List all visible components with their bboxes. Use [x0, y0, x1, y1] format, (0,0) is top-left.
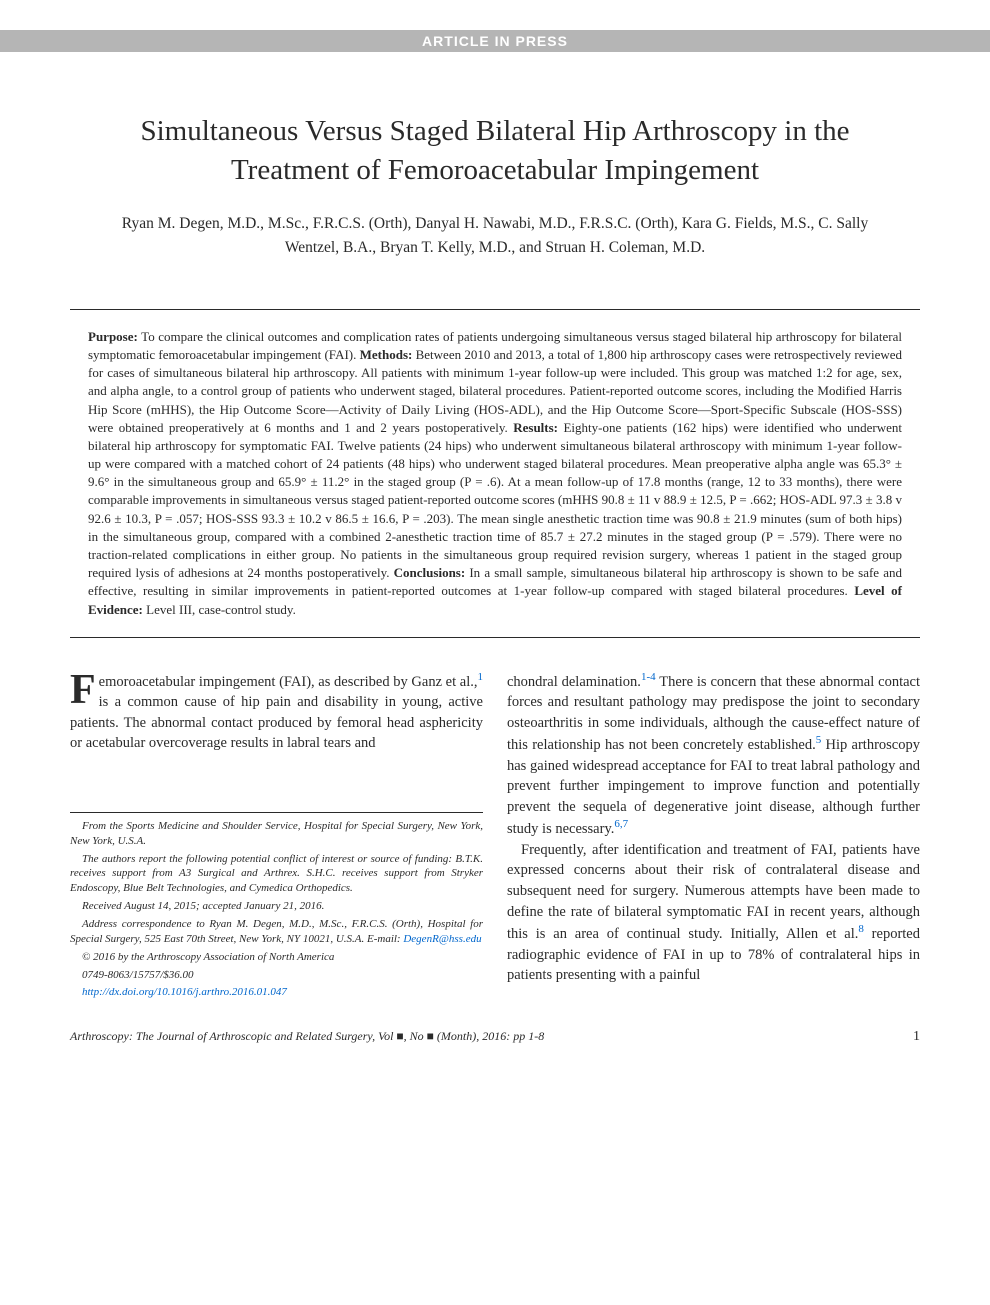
results-label: Results:: [513, 420, 558, 435]
dropcap-letter: F: [70, 670, 99, 709]
col2-paragraph-2: Frequently, after identification and tre…: [507, 840, 920, 986]
page-footer: Arthroscopy: The Journal of Arthroscopic…: [70, 1029, 920, 1045]
loe-text: Level III, case-control study.: [143, 602, 296, 617]
results-text: Eighty-one patients (162 hips) were iden…: [88, 420, 902, 581]
footnote-issn: 0749-8063/15757/$36.00: [70, 968, 483, 983]
right-column: chondral delamination.1-4 There is conce…: [507, 670, 920, 1003]
citation-1[interactable]: 1: [478, 671, 484, 683]
doi-link[interactable]: http://dx.doi.org/10.1016/j.arthro.2016.…: [82, 986, 287, 998]
citation-1-4[interactable]: 1-4: [641, 671, 656, 683]
col2-p1a: chondral delamination.: [507, 674, 641, 690]
footnote-copyright: © 2016 by the Arthroscopy Association of…: [70, 950, 483, 965]
intro-text-2: is a common cause of hip pain and disabi…: [70, 694, 483, 751]
footnote-affiliation: From the Sports Medicine and Shoulder Se…: [70, 819, 483, 849]
footnote-coi: The authors report the following potenti…: [70, 852, 483, 897]
footnote-doi: http://dx.doi.org/10.1016/j.arthro.2016.…: [70, 985, 483, 1000]
footnote-dates: Received August 14, 2015; accepted Janua…: [70, 899, 483, 914]
journal-citation: Arthroscopy: The Journal of Arthroscopic…: [70, 1029, 544, 1044]
footnote-correspondence: Address correspondence to Ryan M. Degen,…: [70, 917, 483, 947]
intro-text-1: emoroacetabular impingement (FAI), as de…: [99, 674, 478, 690]
abstract-block: Purpose: To compare the clinical outcome…: [70, 310, 920, 637]
purpose-label: Purpose:: [88, 329, 138, 344]
methods-label: Methods:: [360, 347, 413, 362]
citation-6-7[interactable]: 6,7: [614, 818, 628, 830]
author-list: Ryan M. Degen, M.D., M.Sc., F.R.C.S. (Or…: [100, 212, 890, 259]
footnotes-block: From the Sports Medicine and Shoulder Se…: [70, 812, 483, 1000]
article-title: Simultaneous Versus Staged Bilateral Hip…: [100, 112, 890, 190]
body-two-column: Femoroacetabular impingement (FAI), as d…: [70, 670, 920, 1003]
col2-paragraph-1: chondral delamination.1-4 There is conce…: [507, 670, 920, 840]
left-column: Femoroacetabular impingement (FAI), as d…: [70, 670, 483, 1003]
rule-bottom: [70, 637, 920, 638]
conclusions-label: Conclusions:: [394, 565, 466, 580]
page-number: 1: [913, 1029, 920, 1045]
correspondence-email-link[interactable]: DegenR@hss.edu: [403, 933, 481, 945]
article-in-press-banner: ARTICLE IN PRESS: [0, 30, 990, 52]
intro-paragraph: Femoroacetabular impingement (FAI), as d…: [70, 670, 483, 754]
